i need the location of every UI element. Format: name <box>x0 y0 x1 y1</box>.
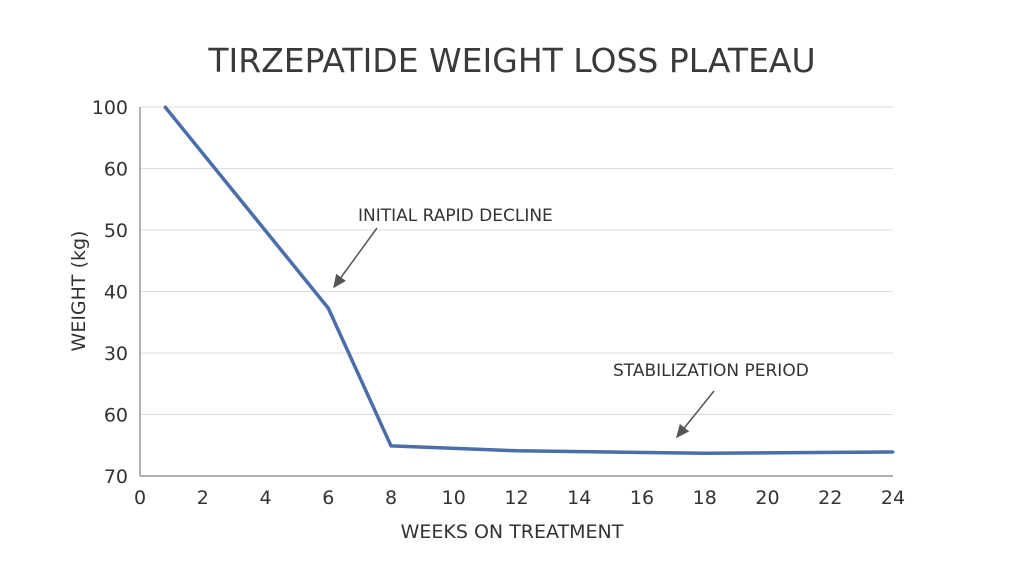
x-tick-label: 16 <box>630 487 654 509</box>
x-tick-label: 12 <box>504 487 528 509</box>
annotation-arrow-decline <box>333 227 378 289</box>
x-tick-label: 0 <box>134 487 146 509</box>
data-point <box>326 306 330 310</box>
annotation-stabilization-period: STABILIZATION PERIOD <box>613 361 809 381</box>
y-tick-label: 100 <box>92 97 128 119</box>
y-axis-ticks: 100 60 50 40 30 60 70 <box>92 97 128 488</box>
x-tick-label: 4 <box>259 487 271 509</box>
y-tick-label: 70 <box>104 466 128 488</box>
data-point <box>891 450 895 454</box>
x-tick-label: 10 <box>442 487 466 509</box>
x-tick-label: 18 <box>693 487 717 509</box>
annotation-initial-rapid-decline: INITIAL RAPID DECLINE <box>358 206 553 226</box>
x-axis-label: WEEKS ON TREATMENT <box>401 521 624 543</box>
x-tick-label: 20 <box>755 487 779 509</box>
y-tick-label: 30 <box>104 343 128 365</box>
y-axis-label: WEIGHT (kg) <box>68 231 90 352</box>
data-point <box>389 444 393 448</box>
x-tick-label: 24 <box>881 487 905 509</box>
annotation-arrow-stabilization <box>676 390 715 439</box>
chart-title: TIRZEPATIDE WEIGHT LOSS PLATEAU <box>207 41 815 80</box>
x-tick-label: 8 <box>385 487 397 509</box>
y-tick-label: 50 <box>104 220 128 242</box>
x-tick-label: 6 <box>322 487 334 509</box>
series-points <box>163 105 895 455</box>
y-tick-label: 60 <box>104 159 128 181</box>
data-point <box>515 449 518 453</box>
data-point <box>703 451 707 455</box>
y-tick-label: 60 <box>104 405 128 427</box>
y-tick-label: 40 <box>104 282 128 304</box>
x-tick-label: 22 <box>818 487 842 509</box>
x-axis-ticks: 0 2 4 6 8 10 12 14 16 18 20 22 24 <box>134 487 905 509</box>
x-tick-label: 14 <box>567 487 591 509</box>
series-line <box>163 105 894 455</box>
x-tick-label: 2 <box>197 487 209 509</box>
data-point <box>163 105 167 109</box>
